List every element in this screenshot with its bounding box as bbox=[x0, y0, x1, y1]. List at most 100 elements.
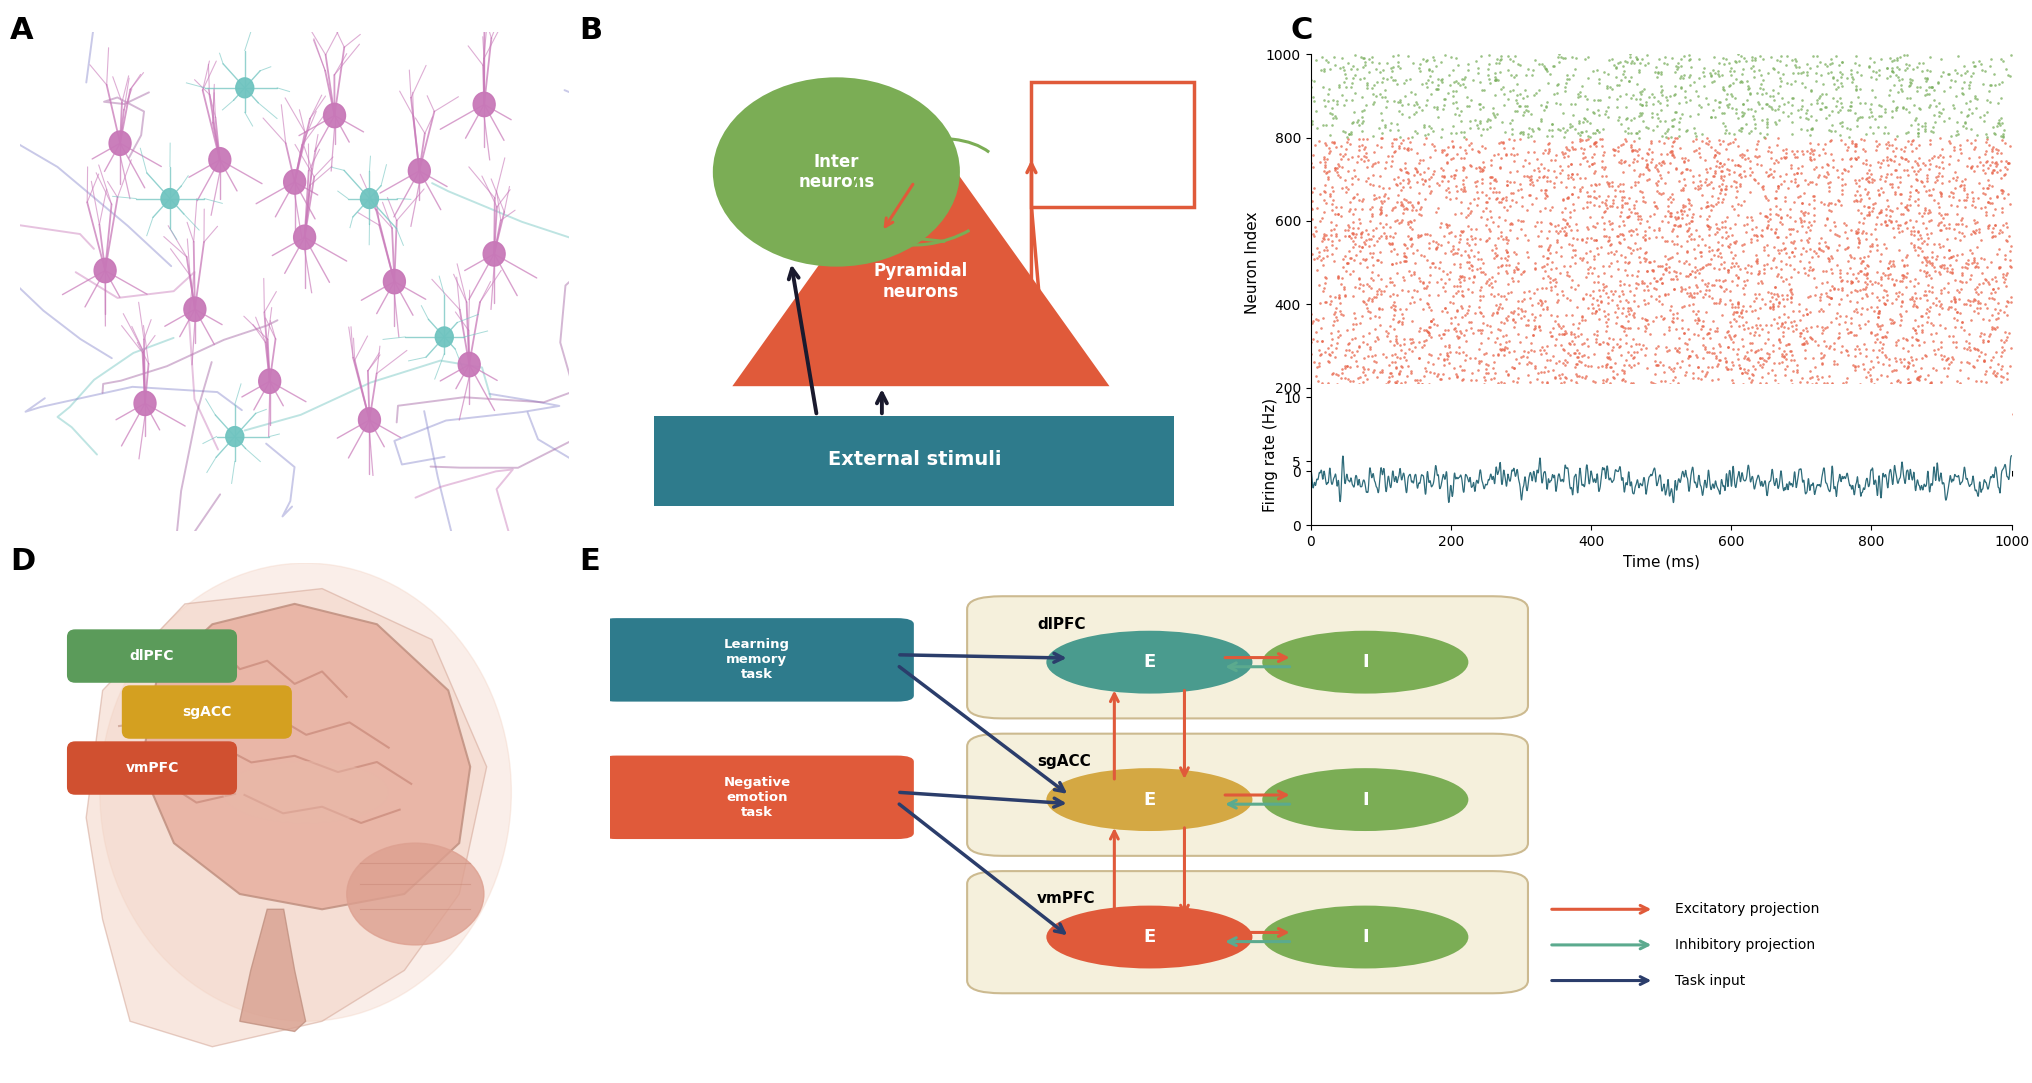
Point bbox=[1884, 148, 1916, 166]
Point bbox=[1567, 132, 1599, 149]
Point bbox=[1865, 216, 1898, 233]
Point bbox=[1445, 112, 1477, 129]
Point bbox=[1717, 249, 1750, 266]
Point bbox=[1955, 460, 1987, 478]
Point bbox=[1804, 100, 1837, 117]
Point bbox=[1928, 279, 1961, 297]
Point bbox=[1414, 347, 1447, 364]
Point bbox=[1796, 173, 1829, 191]
Point bbox=[1382, 366, 1414, 383]
Point bbox=[1991, 328, 2024, 345]
Point bbox=[1924, 284, 1957, 301]
Point bbox=[1902, 205, 1934, 222]
Point bbox=[1317, 182, 1349, 199]
Point bbox=[1487, 418, 1520, 435]
Point bbox=[1900, 376, 1932, 393]
Point bbox=[1477, 304, 1510, 322]
Point bbox=[1325, 305, 1357, 323]
Point bbox=[1591, 349, 1624, 366]
Point bbox=[1508, 81, 1540, 99]
Point bbox=[1687, 336, 1719, 353]
Point bbox=[1758, 440, 1790, 457]
Point bbox=[1498, 184, 1530, 201]
Point bbox=[1792, 230, 1825, 247]
Point bbox=[1711, 141, 1743, 158]
Point bbox=[1778, 233, 1811, 250]
Point bbox=[1652, 318, 1685, 336]
Point bbox=[1967, 61, 1999, 78]
Point bbox=[1758, 60, 1790, 77]
Point bbox=[1305, 295, 1337, 312]
Point bbox=[1725, 425, 1758, 442]
Point bbox=[1327, 278, 1359, 296]
Point bbox=[1890, 139, 1922, 156]
Point bbox=[1721, 138, 1754, 155]
Point bbox=[1650, 338, 1682, 355]
Point bbox=[1924, 238, 1957, 256]
Point bbox=[1971, 220, 2004, 237]
Point bbox=[1936, 263, 1969, 280]
Point bbox=[1963, 221, 1995, 238]
Point bbox=[1817, 375, 1849, 392]
Point bbox=[1347, 327, 1380, 344]
Point bbox=[1431, 350, 1463, 367]
Point bbox=[1853, 50, 1886, 67]
Point bbox=[1599, 386, 1632, 403]
Point bbox=[1370, 418, 1402, 435]
Point bbox=[1719, 178, 1752, 195]
Point bbox=[1518, 218, 1550, 235]
Point bbox=[1729, 302, 1762, 319]
Point bbox=[1349, 366, 1382, 383]
Point bbox=[1825, 94, 1857, 112]
Point bbox=[1479, 245, 1512, 262]
Point bbox=[1943, 459, 1975, 477]
Point bbox=[1489, 231, 1522, 248]
Point bbox=[1546, 161, 1579, 179]
Point bbox=[1713, 165, 1745, 182]
Point bbox=[1680, 276, 1713, 293]
Point bbox=[1337, 161, 1370, 179]
Point bbox=[1977, 178, 2010, 195]
Point bbox=[1624, 393, 1656, 410]
Point bbox=[1831, 120, 1863, 138]
Point bbox=[1768, 314, 1800, 331]
Point bbox=[1674, 225, 1707, 243]
Point bbox=[1983, 115, 2016, 132]
Point bbox=[1912, 186, 1945, 204]
Point bbox=[1548, 199, 1581, 217]
Point bbox=[1483, 52, 1516, 69]
Point bbox=[1650, 452, 1682, 469]
Point bbox=[1845, 131, 1878, 148]
Point bbox=[1782, 101, 1815, 118]
Point bbox=[1447, 159, 1479, 177]
Point bbox=[1908, 370, 1941, 388]
Point bbox=[1798, 413, 1831, 430]
Point bbox=[1715, 330, 1748, 348]
Point bbox=[1459, 304, 1491, 322]
Point bbox=[1853, 198, 1886, 216]
Point bbox=[1530, 60, 1563, 77]
Point bbox=[1573, 390, 1605, 407]
Point bbox=[1538, 270, 1571, 287]
Point bbox=[1319, 429, 1351, 446]
Point bbox=[1695, 289, 1727, 306]
Point bbox=[1506, 378, 1538, 395]
Point bbox=[1311, 390, 1343, 407]
Point bbox=[1327, 58, 1359, 76]
Point bbox=[1904, 377, 1936, 394]
Point bbox=[1449, 78, 1481, 95]
Point bbox=[1313, 80, 1345, 97]
Point bbox=[1445, 194, 1477, 211]
Point bbox=[1819, 441, 1851, 458]
Point bbox=[1402, 99, 1435, 116]
Point bbox=[1609, 308, 1642, 325]
Point bbox=[1422, 108, 1455, 126]
Point bbox=[1760, 259, 1792, 276]
Point bbox=[1900, 299, 1932, 316]
Point bbox=[1349, 232, 1382, 249]
Point bbox=[1754, 442, 1786, 459]
Point bbox=[1435, 380, 1467, 397]
Point bbox=[1601, 458, 1634, 475]
Point bbox=[1522, 169, 1554, 186]
Point bbox=[1697, 62, 1729, 79]
